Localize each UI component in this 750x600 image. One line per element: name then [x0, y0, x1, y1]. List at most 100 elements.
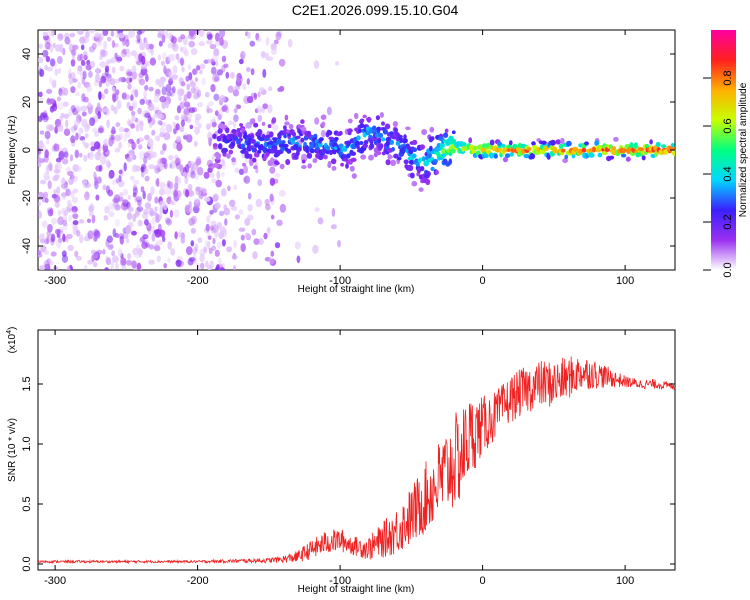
ridge-cell [346, 153, 351, 159]
ridge-cell [509, 140, 513, 146]
noise-cell [76, 106, 83, 113]
noise-cell [47, 209, 54, 217]
noise-cell [88, 70, 93, 78]
noise-cell [73, 118, 81, 127]
noise-cell [199, 63, 206, 70]
noise-cell [38, 115, 43, 123]
noise-cell [115, 122, 121, 128]
ridge-cell [285, 159, 291, 165]
noise-cell [47, 30, 52, 38]
ridge-cell [387, 155, 393, 159]
noise-cell [185, 117, 192, 123]
ridge-cell [218, 127, 223, 134]
noise-cell [97, 127, 104, 133]
noise-cell [130, 123, 136, 129]
noise-cell [167, 241, 172, 250]
noise-cell [123, 92, 127, 100]
ridge-cell [331, 158, 337, 165]
ridge-cell [441, 153, 447, 158]
ridge-cell [305, 146, 310, 152]
ridge-cell [262, 147, 268, 154]
ridge-cell [218, 123, 225, 129]
ridge-cell [226, 153, 231, 159]
noise-cell [119, 235, 125, 245]
ridge-cell [346, 140, 352, 147]
snr-x-ticks: -300 -200 -100 0 100 [44, 330, 634, 587]
noise-cell [210, 84, 216, 93]
noise-cell [215, 179, 222, 188]
noise-cell [270, 250, 275, 257]
noise-cell [139, 236, 146, 243]
ridge-cell [443, 132, 449, 138]
ridge-cell [253, 165, 258, 170]
noise-cell [46, 229, 52, 237]
noise-cell [63, 151, 69, 159]
noise-cell [236, 77, 241, 83]
noise-cell [148, 164, 156, 170]
noise-cell [194, 243, 199, 252]
noise-cell [155, 88, 161, 95]
noise-cell [139, 42, 146, 51]
ridge-cell [342, 148, 348, 152]
noise-cell [114, 204, 121, 211]
noise-cell [118, 175, 122, 183]
noise-cell [166, 91, 173, 97]
noise-cell [127, 118, 132, 127]
noise-cell [144, 175, 150, 182]
noise-cell [45, 56, 51, 63]
x-tick-label: 0 [480, 275, 486, 287]
ridge-cell [280, 147, 285, 152]
ridge-cell [403, 134, 407, 140]
x-tick-label: 100 [616, 275, 634, 287]
ridge-cell [244, 153, 251, 159]
noise-cell [105, 185, 111, 195]
noise-cell [150, 186, 155, 196]
ridge-cell [306, 152, 313, 159]
noise-cell [159, 131, 165, 138]
noise-cell [259, 87, 265, 93]
noise-cell [103, 139, 108, 146]
noise-cell [212, 53, 219, 63]
noise-cell [78, 127, 84, 134]
noise-cell [44, 238, 49, 245]
noise-cell [233, 264, 237, 270]
noise-cell [77, 81, 81, 89]
ridge-cell [421, 129, 427, 136]
noise-cell [131, 154, 137, 160]
ridge-cell [450, 148, 456, 154]
noise-cell [111, 92, 116, 99]
ridge-cell [371, 129, 378, 134]
noise-cell [168, 32, 172, 41]
y-tick-label: -20 [21, 190, 33, 206]
noise-cell [246, 96, 254, 104]
colorbar-label: Normalized spectral amplitude [738, 82, 749, 217]
noise-cell [61, 254, 69, 263]
noise-cell [136, 30, 143, 35]
snr-series-line [38, 356, 675, 565]
x-tick-label: -200 [187, 575, 209, 587]
noise-cell [87, 230, 94, 240]
noise-cell [113, 43, 119, 48]
noise-cell [216, 170, 221, 180]
noise-cell [69, 32, 76, 38]
noise-cell [159, 127, 166, 134]
noise-cell [56, 123, 64, 132]
noise-cell [176, 136, 182, 143]
noise-cell [103, 40, 107, 50]
noise-cell [92, 127, 98, 133]
noise-cell [207, 235, 212, 240]
noise-cell [139, 98, 145, 105]
ridge-cell [489, 139, 495, 146]
ridge-cell [283, 133, 287, 139]
noise-cell [198, 30, 205, 38]
noise-cell [111, 66, 116, 74]
noise-cell [337, 240, 341, 248]
noise-cell [127, 83, 132, 90]
noise-cell [164, 217, 171, 224]
noise-cell [49, 44, 54, 53]
noise-cell [245, 67, 251, 72]
noise-cell [82, 139, 86, 145]
noise-cell [43, 259, 51, 269]
ridge-cell [347, 118, 353, 124]
noise-cell [87, 259, 94, 265]
